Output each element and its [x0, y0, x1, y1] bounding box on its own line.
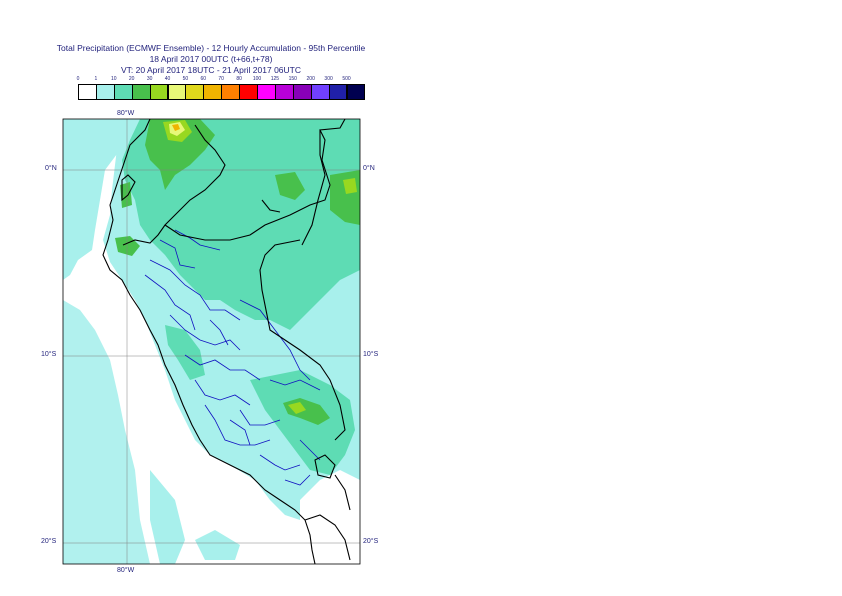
precip-offshore-light-band: [63, 300, 150, 564]
lat-label-20s-left: 20°S: [41, 538, 57, 545]
precip-green-north: [145, 119, 215, 190]
precip-medium-south: [250, 370, 355, 475]
legend-tick-label: 200: [306, 76, 315, 82]
legend-color-box: [346, 84, 366, 100]
map-frame: [62, 118, 361, 565]
lon-label-top: 80°W: [117, 110, 135, 117]
precip-ocean-strips: [150, 470, 185, 564]
legend-tick-label: 125: [270, 76, 280, 82]
legend-tick-label: 30: [146, 76, 153, 82]
lat-label-10s-right: 10°S: [363, 351, 379, 358]
lat-label-0-right: 0°N: [363, 165, 375, 172]
map-title: Total Precipitation (ECMWF Ensemble) - 1…: [56, 43, 366, 53]
precip-offshore-light: [63, 119, 160, 280]
precip-ocean-patch: [195, 530, 240, 560]
legend-tick-label: 70: [218, 76, 224, 82]
map-valid-time: VT: 20 April 2017 18UTC - 21 April 2017 …: [120, 65, 301, 75]
legend-tick-label: 300: [324, 76, 333, 82]
precip-green-left: [120, 182, 132, 208]
legend-tick-label: 0: [76, 76, 80, 82]
lat-label-0-left: 0°N: [45, 165, 57, 172]
country-borders: [102, 119, 351, 564]
regional-boundaries: [144, 229, 321, 486]
legend-tick-label: 10: [111, 76, 117, 82]
map-run-time: 18 April 2017 00UTC (t+66,t+78): [149, 54, 273, 64]
precip-land-medium: [122, 119, 360, 330]
lat-label-10s-left: 10°S: [41, 351, 57, 358]
lat-label-20s-right: 20°S: [363, 538, 379, 545]
legend-tick-label: 500: [342, 76, 351, 82]
precip-medium-coast: [165, 325, 205, 380]
legend-tick-label: 100: [252, 76, 262, 82]
precip-orange-core: [172, 124, 180, 131]
legend-tick-label: 50: [182, 76, 189, 82]
precip-green-mid: [275, 172, 305, 200]
legend-tick-label: 40: [164, 76, 171, 82]
legend-tick-label: 60: [200, 76, 207, 82]
precip-yellowgreen-east: [343, 178, 357, 194]
legend-tick-label: 1: [94, 76, 98, 82]
legend-tick-label: 150: [288, 76, 297, 82]
lon-label-bottom: 80°W: [117, 567, 135, 574]
precip-yellowgreen-south: [288, 402, 306, 414]
legend-tick-label: 20: [128, 76, 135, 82]
legend-tick-label: 80: [236, 76, 242, 82]
